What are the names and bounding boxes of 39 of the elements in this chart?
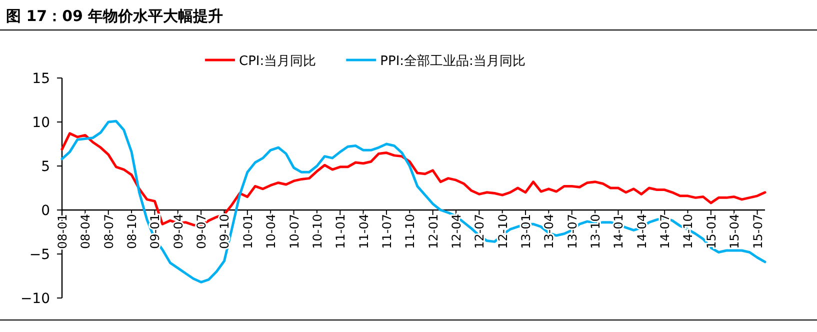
x-tick-label: 15-07 [750,214,765,249]
x-tick-label: 14-10 [681,214,696,249]
x-tick-label: 11-04 [356,214,371,249]
x-tick-label: 12-10 [496,214,510,249]
y-tick-label: 0 [41,203,50,219]
x-tick-label: 11-07 [380,214,394,249]
x-tick-label: 09-07 [194,214,209,249]
y-tick-label: 15 [32,71,50,87]
y-tick-label: 5 [41,159,50,175]
x-tick-label: 14-01 [612,214,626,249]
x-tick-label: 12-04 [449,214,464,249]
x-tick-label: 14-07 [658,214,672,249]
x-tick-label: 08-07 [102,214,116,249]
x-tick-label: 15-01 [704,214,718,249]
x-tick-label: 10-10 [310,214,324,249]
legend-label: PPI:全部工业品:当月同比 [380,54,526,69]
x-tick-label: 08-10 [125,214,140,249]
x-tick-label: 10-04 [264,214,278,249]
x-tick-label: 12-01 [426,214,440,249]
legend-label: CPI:当月同比 [239,54,316,69]
x-tick-label: 09-01 [148,214,162,249]
y-tick-label: −5 [29,247,50,263]
x-tick-label: 11-10 [403,214,418,249]
x-tick-label: 13-10 [588,214,603,249]
x-tick-label: 08-04 [78,214,93,249]
x-tick-label: 11-01 [334,214,348,249]
x-tick-label: 09-04 [171,214,186,249]
y-tick-label: 10 [32,115,50,131]
y-tick-label: −10 [20,291,50,307]
x-tick-label: 15-04 [728,214,742,249]
x-tick-label: 10-01 [240,214,255,249]
x-tick-label: 13-07 [565,214,580,249]
x-tick-label: 13-04 [542,214,556,249]
x-tick-label: 12-07 [472,214,487,249]
x-tick-label: 10-07 [287,214,302,249]
x-tick-label: 09-10 [218,214,232,249]
x-tick-label: 14-04 [634,214,649,249]
x-tick-label: 13-01 [519,214,534,249]
title: 图 17：09 年物价水平大幅提升 [6,7,224,25]
